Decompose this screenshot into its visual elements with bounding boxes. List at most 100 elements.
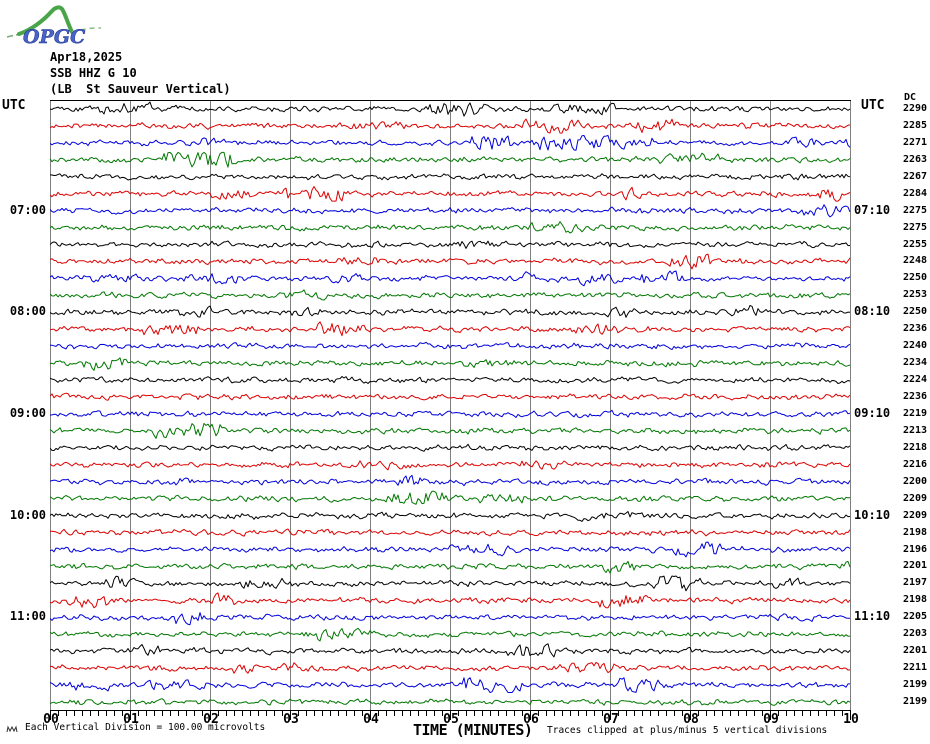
seismo-trace-0920 <box>50 443 851 452</box>
dc-value: 2213 <box>903 424 928 436</box>
mini-waveform-mark <box>6 724 18 733</box>
dc-value: 2263 <box>903 153 928 165</box>
left-time-label-1100: 11:00 <box>9 609 46 624</box>
left-time-label-0800: 08:00 <box>9 304 46 319</box>
seismo-trace-0900 <box>50 409 851 419</box>
seismo-trace-0840 <box>50 376 851 384</box>
dc-value: 2203 <box>903 628 928 640</box>
seismo-trace-1130 <box>50 662 851 674</box>
dc-value: 2240 <box>903 340 928 352</box>
x-tick-label-09: 09 <box>763 712 779 727</box>
seismo-trace-0710 <box>50 221 851 234</box>
right-time-label-0810: 08:10 <box>854 304 891 319</box>
logo-dash-right <box>71 27 102 33</box>
seismo-trace-1120 <box>50 643 851 658</box>
dc-value: 2198 <box>903 526 928 538</box>
seismo-trace-0940 <box>50 474 851 487</box>
dc-value: 2236 <box>903 391 928 403</box>
dc-value: 2200 <box>903 475 928 487</box>
ticks-svg <box>50 711 851 720</box>
x-tick-label-10: 10 <box>843 712 859 727</box>
plot-header: Apr18,2025 SSB HHZ G 10 (LB St Sauveur Ver… <box>50 49 231 97</box>
seismo-trace-1020 <box>50 541 851 558</box>
right-time-label-0910: 09:10 <box>854 405 891 420</box>
dc-value: 2219 <box>903 407 928 419</box>
x-tick-label-04: 04 <box>363 712 379 727</box>
dc-value: 2196 <box>903 543 928 555</box>
dc-value: 2267 <box>903 170 928 182</box>
seismo-trace-0820 <box>50 341 851 351</box>
seismo-trace-0910 <box>50 423 851 439</box>
left-time-label-0900: 09:00 <box>9 405 46 420</box>
seismo-trace-0800 <box>50 305 851 318</box>
dc-value: 2271 <box>903 136 928 148</box>
dc-value: 2250 <box>903 306 928 318</box>
dc-value: 2209 <box>903 492 928 504</box>
seismo-trace-1140 <box>50 677 850 693</box>
helicorder-plot <box>50 100 851 711</box>
header-location: (LB St Sauveur Vertical) <box>50 82 231 96</box>
dc-value: 2275 <box>903 221 928 233</box>
dc-value: 2234 <box>903 357 928 369</box>
x-tick-label-07: 07 <box>603 712 619 727</box>
seismo-trace-1000 <box>50 511 851 522</box>
seismo-trace-1100 <box>50 612 851 626</box>
x-tick-label-06: 06 <box>523 712 539 727</box>
dc-value: 2199 <box>903 679 928 691</box>
seismo-trace-1150 <box>50 698 851 706</box>
logo-peak-stroke <box>17 5 74 36</box>
seismo-trace-0750 <box>50 289 851 301</box>
dc-value: 2209 <box>903 509 928 521</box>
dc-value: 2198 <box>903 594 928 606</box>
seismo-trace-0850 <box>50 392 851 401</box>
dc-value: 2255 <box>903 238 928 250</box>
utc-label-right: UTC <box>861 98 885 113</box>
x-tick-label-01: 01 <box>123 712 139 727</box>
seismo-trace-0610 <box>50 118 851 134</box>
seismo-trace-1010 <box>50 528 851 537</box>
seismo-trace-0650 <box>50 186 851 202</box>
opgc-logo: OPGC <box>4 2 108 48</box>
seismo-trace-0630 <box>50 151 851 168</box>
dc-value: 2211 <box>903 662 928 674</box>
right-time-label-1010: 10:10 <box>854 507 891 522</box>
x-axis-title: TIME (MINUTES) <box>413 721 533 739</box>
right-time-label-0710: 07:10 <box>854 202 891 217</box>
seismo-trace-1040 <box>50 575 851 592</box>
logo-text: OPGC <box>23 26 85 48</box>
seismo-trace-0930 <box>50 460 851 471</box>
seismo-trace-0640 <box>50 173 851 181</box>
x-tick-label-05: 05 <box>443 712 459 727</box>
x-tick-label-03: 03 <box>283 712 299 727</box>
x-tick-label-02: 02 <box>203 712 219 727</box>
dc-value: 2285 <box>903 119 928 131</box>
dc-value: 2201 <box>903 645 928 657</box>
x-tick-label-00: 00 <box>43 712 59 727</box>
clip-note: Traces clipped at plus/minus 5 vertical … <box>547 725 828 736</box>
seismo-trace-0950 <box>50 490 851 505</box>
seismo-trace-0740 <box>50 270 851 287</box>
seismo-trace-0810 <box>50 321 851 337</box>
x-axis-ticks <box>50 711 851 723</box>
utc-label-left: UTC <box>2 98 26 113</box>
seismo-trace-0730 <box>50 253 851 270</box>
dc-value: 2253 <box>903 289 928 301</box>
header-station: SSB HHZ G 10 <box>50 66 137 80</box>
dc-value: 2224 <box>903 374 928 386</box>
dc-value: 2197 <box>903 577 928 589</box>
dc-value: 2275 <box>903 204 928 216</box>
right-time-label-1110: 11:10 <box>854 609 891 624</box>
dc-value: 2248 <box>903 255 928 267</box>
seismo-trace-0700 <box>50 204 851 218</box>
left-time-label-0700: 07:00 <box>9 202 46 217</box>
dc-value: 2199 <box>903 696 928 708</box>
plot-svg <box>50 100 851 711</box>
seismo-trace-0720 <box>50 240 851 249</box>
seismo-trace-1110 <box>50 627 851 642</box>
seismo-trace-0620 <box>50 135 851 151</box>
seismo-trace-0830 <box>50 357 851 371</box>
dc-value: 2216 <box>903 458 928 470</box>
seismo-trace-0600 <box>50 101 851 117</box>
dc-value: 2284 <box>903 187 928 199</box>
